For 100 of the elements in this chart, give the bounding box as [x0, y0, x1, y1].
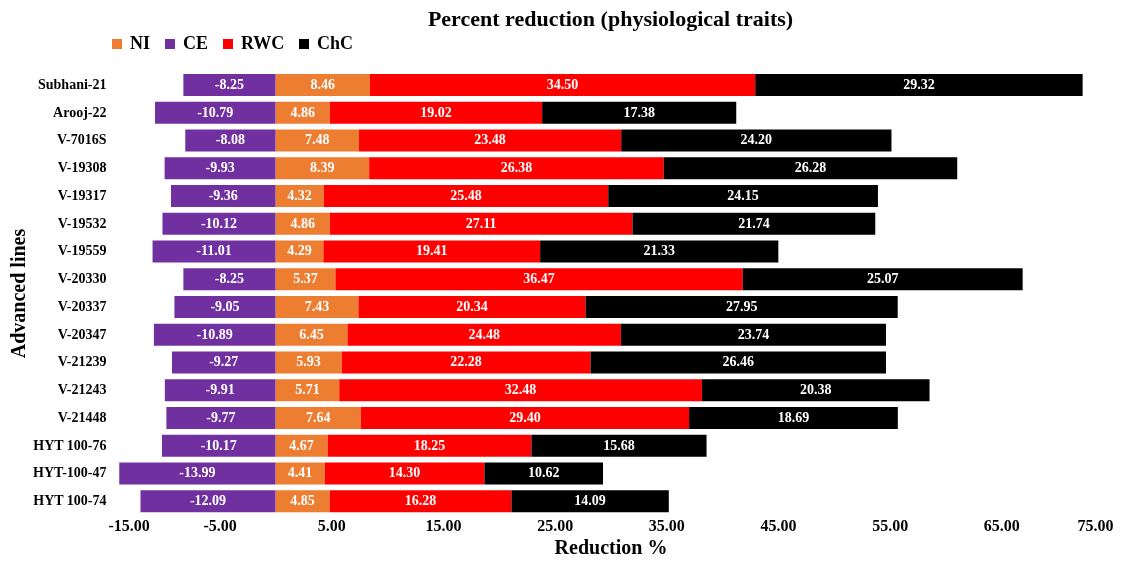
- y-tick-label: HYT 100-74: [33, 493, 107, 509]
- data-label: 27.95: [725, 298, 758, 314]
- x-tick-label: -5.00: [203, 516, 237, 534]
- data-label: 23.74: [737, 326, 770, 342]
- data-label: 20.34: [456, 298, 488, 314]
- bar: [324, 462, 485, 485]
- bar: [341, 351, 591, 374]
- y-tick-label: V-21243: [57, 382, 107, 398]
- data-label: -9.05: [210, 298, 240, 314]
- x-tick-label: -15.00: [108, 516, 150, 534]
- x-axis-title: Reduction %: [554, 535, 668, 558]
- bar: [183, 73, 276, 96]
- data-label: 8.46: [310, 76, 335, 92]
- chart-title: Percent reduction (physiological traits): [427, 6, 794, 31]
- bar: [185, 129, 276, 152]
- data-label: 26.46: [722, 354, 754, 370]
- data-label: 21.33: [643, 243, 675, 259]
- data-label: 18.25: [413, 437, 446, 453]
- x-tick-label: 75.00: [1077, 516, 1114, 534]
- bar: [369, 73, 756, 96]
- data-label: 23.48: [474, 132, 506, 148]
- bar: [170, 184, 276, 207]
- data-label: -9.93: [205, 160, 235, 176]
- legend-label: RWC: [241, 33, 285, 53]
- data-label: 15.68: [603, 437, 635, 453]
- data-label: 26.28: [794, 160, 827, 176]
- bar: [742, 268, 1023, 291]
- x-tick-label: 45.00: [760, 516, 797, 534]
- data-label: -12.09: [189, 493, 227, 509]
- y-tick-label: V-20337: [57, 298, 107, 314]
- data-label: -10.12: [200, 215, 238, 231]
- bar: [275, 323, 348, 346]
- bar: [275, 406, 361, 429]
- data-label: 4.86: [290, 215, 315, 231]
- bar: [701, 379, 930, 402]
- y-tick-label: V-21448: [57, 409, 107, 425]
- data-label: 24.48: [468, 326, 500, 342]
- data-label: 14.30: [388, 465, 421, 481]
- bar: [161, 434, 276, 457]
- legend-label: CE: [183, 33, 209, 53]
- bar: [329, 212, 633, 235]
- bar: [689, 406, 898, 429]
- bar: [275, 129, 360, 152]
- bar: [585, 295, 898, 318]
- data-label: 21.74: [738, 215, 770, 231]
- data-label: -10.17: [200, 437, 237, 453]
- x-tick-label: 65.00: [983, 516, 1020, 534]
- data-label: 5.37: [293, 271, 318, 287]
- y-tick-label: V-19308: [57, 160, 107, 176]
- y-tick-label: HYT-100-47: [33, 465, 107, 481]
- x-tick-label: 5.00: [317, 516, 346, 534]
- y-tick-label: V-21239: [57, 354, 107, 370]
- bar: [323, 240, 541, 263]
- y-tick-label: V-19559: [57, 243, 107, 259]
- y-tick-label: HYT 100-76: [33, 437, 107, 453]
- data-label: 26.38: [500, 160, 533, 176]
- bar: [323, 184, 609, 207]
- bar: [119, 462, 276, 485]
- bar: [632, 212, 876, 235]
- data-label: -9.27: [209, 354, 239, 370]
- data-label: -10.79: [197, 104, 234, 120]
- data-label: 10.62: [527, 465, 560, 481]
- bar: [164, 379, 276, 402]
- bar: [511, 490, 669, 513]
- data-label: -9.77: [206, 409, 236, 425]
- bar: [484, 462, 604, 485]
- data-label: 4.85: [290, 493, 315, 509]
- bar: [339, 379, 702, 402]
- bar: [166, 406, 276, 429]
- bar: [152, 240, 276, 263]
- bar: [329, 101, 543, 124]
- data-label: 20.38: [799, 382, 832, 398]
- data-label: 24.15: [727, 187, 759, 203]
- data-label: 25.07: [866, 271, 899, 287]
- legend-label: NI: [130, 33, 151, 53]
- data-label: 8.39: [310, 160, 335, 176]
- data-label: -8.25: [214, 271, 245, 287]
- data-label: 18.69: [777, 409, 810, 425]
- bar: [275, 73, 370, 96]
- data-label: 22.28: [450, 354, 482, 370]
- data-label: 34.50: [546, 76, 579, 92]
- bar: [153, 323, 276, 346]
- bar: [360, 406, 690, 429]
- data-label: -9.91: [205, 382, 235, 398]
- data-label: 4.67: [289, 437, 314, 453]
- bar: [329, 490, 512, 513]
- y-tick-label: V-20330: [57, 271, 107, 287]
- bar: [590, 351, 886, 374]
- bar: [608, 184, 878, 207]
- data-label: -8.25: [214, 76, 245, 92]
- data-label: -8.08: [215, 132, 245, 148]
- data-label: 19.02: [420, 104, 452, 120]
- data-label: 25.48: [450, 187, 482, 203]
- bar: [183, 268, 276, 291]
- data-label: 19.41: [416, 243, 448, 259]
- data-label: 32.48: [504, 382, 537, 398]
- x-tick-label: 25.00: [537, 516, 574, 534]
- data-label: -13.99: [179, 465, 216, 481]
- bar: [540, 240, 779, 263]
- data-label: 7.64: [305, 409, 331, 425]
